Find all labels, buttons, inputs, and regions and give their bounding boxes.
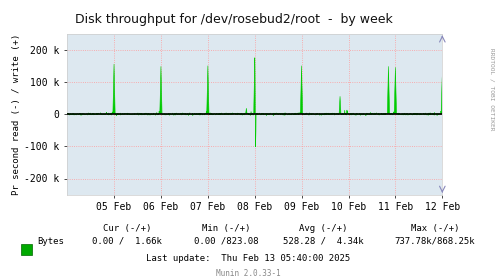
Text: Bytes: Bytes <box>37 237 64 246</box>
Text: 0.00 /  1.66k: 0.00 / 1.66k <box>92 237 162 246</box>
Text: Disk throughput for /dev/rosebud2/root  -  by week: Disk throughput for /dev/rosebud2/root -… <box>75 13 393 25</box>
Text: 737.78k/868.25k: 737.78k/868.25k <box>395 237 475 246</box>
Text: Cur (-/+): Cur (-/+) <box>102 224 151 233</box>
Text: 528.28 /  4.34k: 528.28 / 4.34k <box>283 237 363 246</box>
Text: RRDTOOL / TOBI OETIKER: RRDTOOL / TOBI OETIKER <box>490 48 495 131</box>
Text: Munin 2.0.33-1: Munin 2.0.33-1 <box>216 269 281 278</box>
Text: Max (-/+): Max (-/+) <box>411 224 459 233</box>
Y-axis label: Pr second read (-) / write (+): Pr second read (-) / write (+) <box>12 34 21 195</box>
Text: Last update:  Thu Feb 13 05:40:00 2025: Last update: Thu Feb 13 05:40:00 2025 <box>147 254 350 263</box>
Text: Min (-/+): Min (-/+) <box>202 224 250 233</box>
Text: 0.00 /823.08: 0.00 /823.08 <box>194 237 258 246</box>
Text: Avg (-/+): Avg (-/+) <box>299 224 347 233</box>
